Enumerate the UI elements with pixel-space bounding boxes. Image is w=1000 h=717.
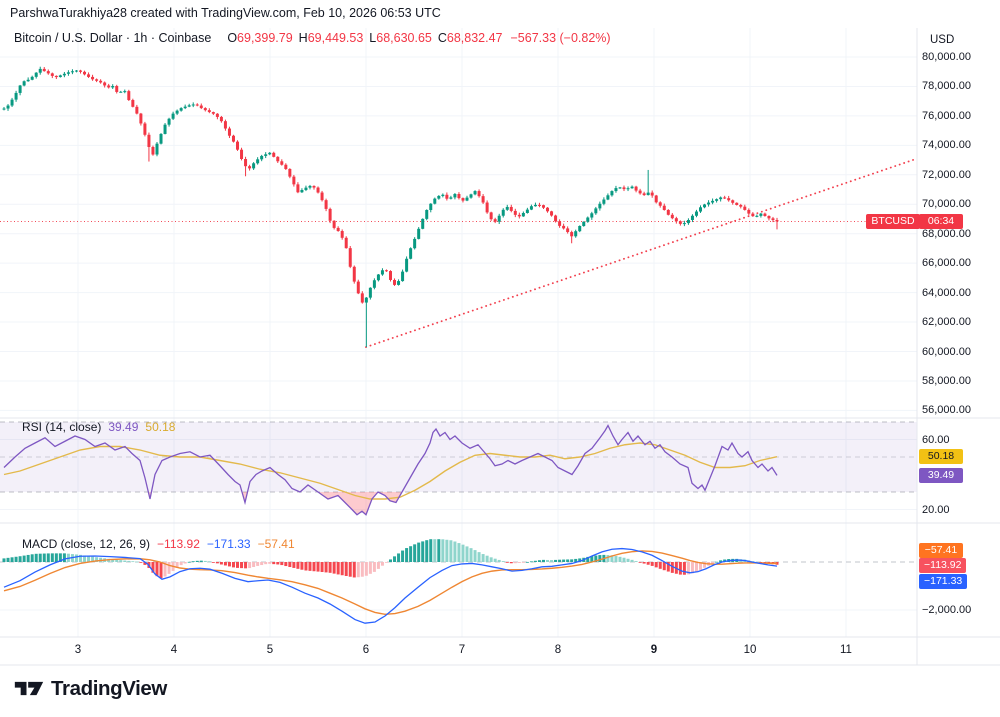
ohlc-close-value: 68,832.47 xyxy=(446,31,503,45)
attribution-text: ParshwaTurakhiya28 created with TradingV… xyxy=(10,6,441,20)
attribution-header: ParshwaTurakhiya28 created with TradingV… xyxy=(10,6,441,20)
price-axis-label[interactable]: 58,000.00 xyxy=(922,374,971,387)
rsi-pane-title[interactable]: RSI (14, close) 39.49 50.18 xyxy=(22,420,175,434)
ohlc-high-label: H xyxy=(298,31,308,45)
price-axis-label[interactable]: 78,000.00 xyxy=(922,80,971,93)
macd-line-value: −171.33 xyxy=(206,537,251,551)
ohlc-low-label: L xyxy=(369,31,377,45)
price-change: −567.33 (−0.82%) xyxy=(510,31,611,45)
rsi-axis-label[interactable]: 60.00 xyxy=(922,433,950,446)
ohlc-open-label: O xyxy=(227,31,238,45)
time-axis-label[interactable]: 4 xyxy=(170,644,178,656)
price-axis-label[interactable]: 70,000.00 xyxy=(922,198,971,211)
currency-label[interactable]: USD xyxy=(930,34,955,46)
ohlc-high-value: 69,449.53 xyxy=(307,31,364,45)
time-axis-label[interactable]: 7 xyxy=(458,644,466,656)
rsi-value: 39.49 xyxy=(108,420,139,434)
macd-line-axis-badge: −171.33 xyxy=(919,573,968,589)
time-axis-label[interactable]: 9 xyxy=(650,644,658,656)
macd-pane-title[interactable]: MACD (close, 12, 26, 9) −113.92 −171.33 −57… xyxy=(22,537,295,551)
tradingview-logo[interactable]: TradingView xyxy=(14,676,167,701)
symbol-price-badge: BTCUSD xyxy=(866,214,920,229)
time-axis-label[interactable]: 8 xyxy=(554,644,562,656)
time-axis-label[interactable]: 3 xyxy=(74,644,82,656)
ohlc-low-value: 68,630.65 xyxy=(376,31,432,45)
macd-title-text: MACD (close, 12, 26, 9) xyxy=(22,537,151,551)
ohlc-close-label: C xyxy=(437,31,447,45)
macd-signal-axis-badge: −57.41 xyxy=(919,542,963,558)
price-axis-label[interactable]: 64,000.00 xyxy=(922,286,971,299)
price-axis-label[interactable]: 72,000.00 xyxy=(922,168,971,181)
macd-pane xyxy=(0,539,917,624)
rsi-axis-badge: 39.49 xyxy=(919,467,963,483)
tradingview-logo-icon xyxy=(14,681,44,696)
time-axis-label[interactable]: 11 xyxy=(840,644,852,656)
time-axis-label[interactable]: 10 xyxy=(743,644,757,656)
macd-hist-axis-badge: −113.92 xyxy=(919,558,967,573)
symbol-info-row[interactable]: Bitcoin / U.S. Dollar · 1h · Coinbase O69… xyxy=(14,31,611,45)
price-axis-label[interactable]: 60,000.00 xyxy=(922,345,971,358)
time-axis-label[interactable]: 5 xyxy=(266,644,274,656)
tradingview-logo-text: TradingView xyxy=(51,676,167,700)
rsi-ma-axis-badge: 50.18 xyxy=(919,449,963,464)
rsi-pane xyxy=(0,421,917,516)
ohlc-open-value: 69,399.79 xyxy=(237,31,293,45)
symbol-title[interactable]: Bitcoin / U.S. Dollar · 1h · Coinbase xyxy=(14,31,212,45)
price-axis-label[interactable]: 56,000.00 xyxy=(922,404,971,417)
main-price-pane xyxy=(0,66,917,348)
price-axis-label[interactable]: 68,000.00 xyxy=(922,227,971,240)
price-axis-label[interactable]: 66,000.00 xyxy=(922,257,971,270)
macd-hist-value: −113.92 xyxy=(157,537,200,551)
price-axis-label[interactable]: 74,000.00 xyxy=(922,139,971,152)
bar-countdown-badge: 06:34 xyxy=(919,214,963,229)
price-axis-label[interactable]: 80,000.00 xyxy=(922,51,971,63)
price-axis-label[interactable]: 62,000.00 xyxy=(922,316,971,329)
rsi-title-text: RSI (14, close) xyxy=(22,420,102,434)
rsi-ma-value: 50.18 xyxy=(145,420,176,434)
gridlines xyxy=(0,28,917,637)
price-axis-label[interactable]: 76,000.00 xyxy=(922,109,971,122)
macd-axis-label[interactable]: −2,000.00 xyxy=(922,604,972,616)
macd-signal-value: −57.41 xyxy=(257,537,295,551)
time-axis-label[interactable]: 6 xyxy=(362,644,370,656)
rsi-axis-label[interactable]: 20.00 xyxy=(922,503,950,516)
